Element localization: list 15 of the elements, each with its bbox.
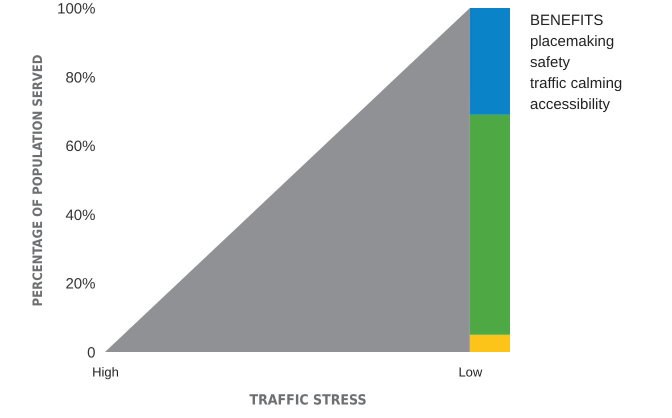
y-tick-label: 0: [87, 344, 96, 362]
annotation: traffic calming: [530, 75, 622, 92]
x-axis-title: TRAFFIC STRESS: [249, 392, 367, 408]
y-tick-label: 60%: [65, 138, 96, 156]
annotation: BENEFITS: [530, 12, 604, 29]
x-tick-label: High: [92, 364, 119, 380]
y-tick-label: 20%: [65, 276, 96, 293]
annotation: accessibility: [530, 96, 611, 113]
x-tick-label: Low: [458, 364, 483, 380]
y-tick-label: 40%: [65, 206, 96, 224]
y-tick-label: 80%: [65, 69, 96, 86]
y-tick-label: 100%: [57, 0, 96, 18]
annotation: safety: [530, 54, 571, 71]
y-axis-title: PERCENTAGE OF POPULATION SERVED: [31, 54, 46, 306]
annotation: placemaking: [530, 33, 614, 50]
